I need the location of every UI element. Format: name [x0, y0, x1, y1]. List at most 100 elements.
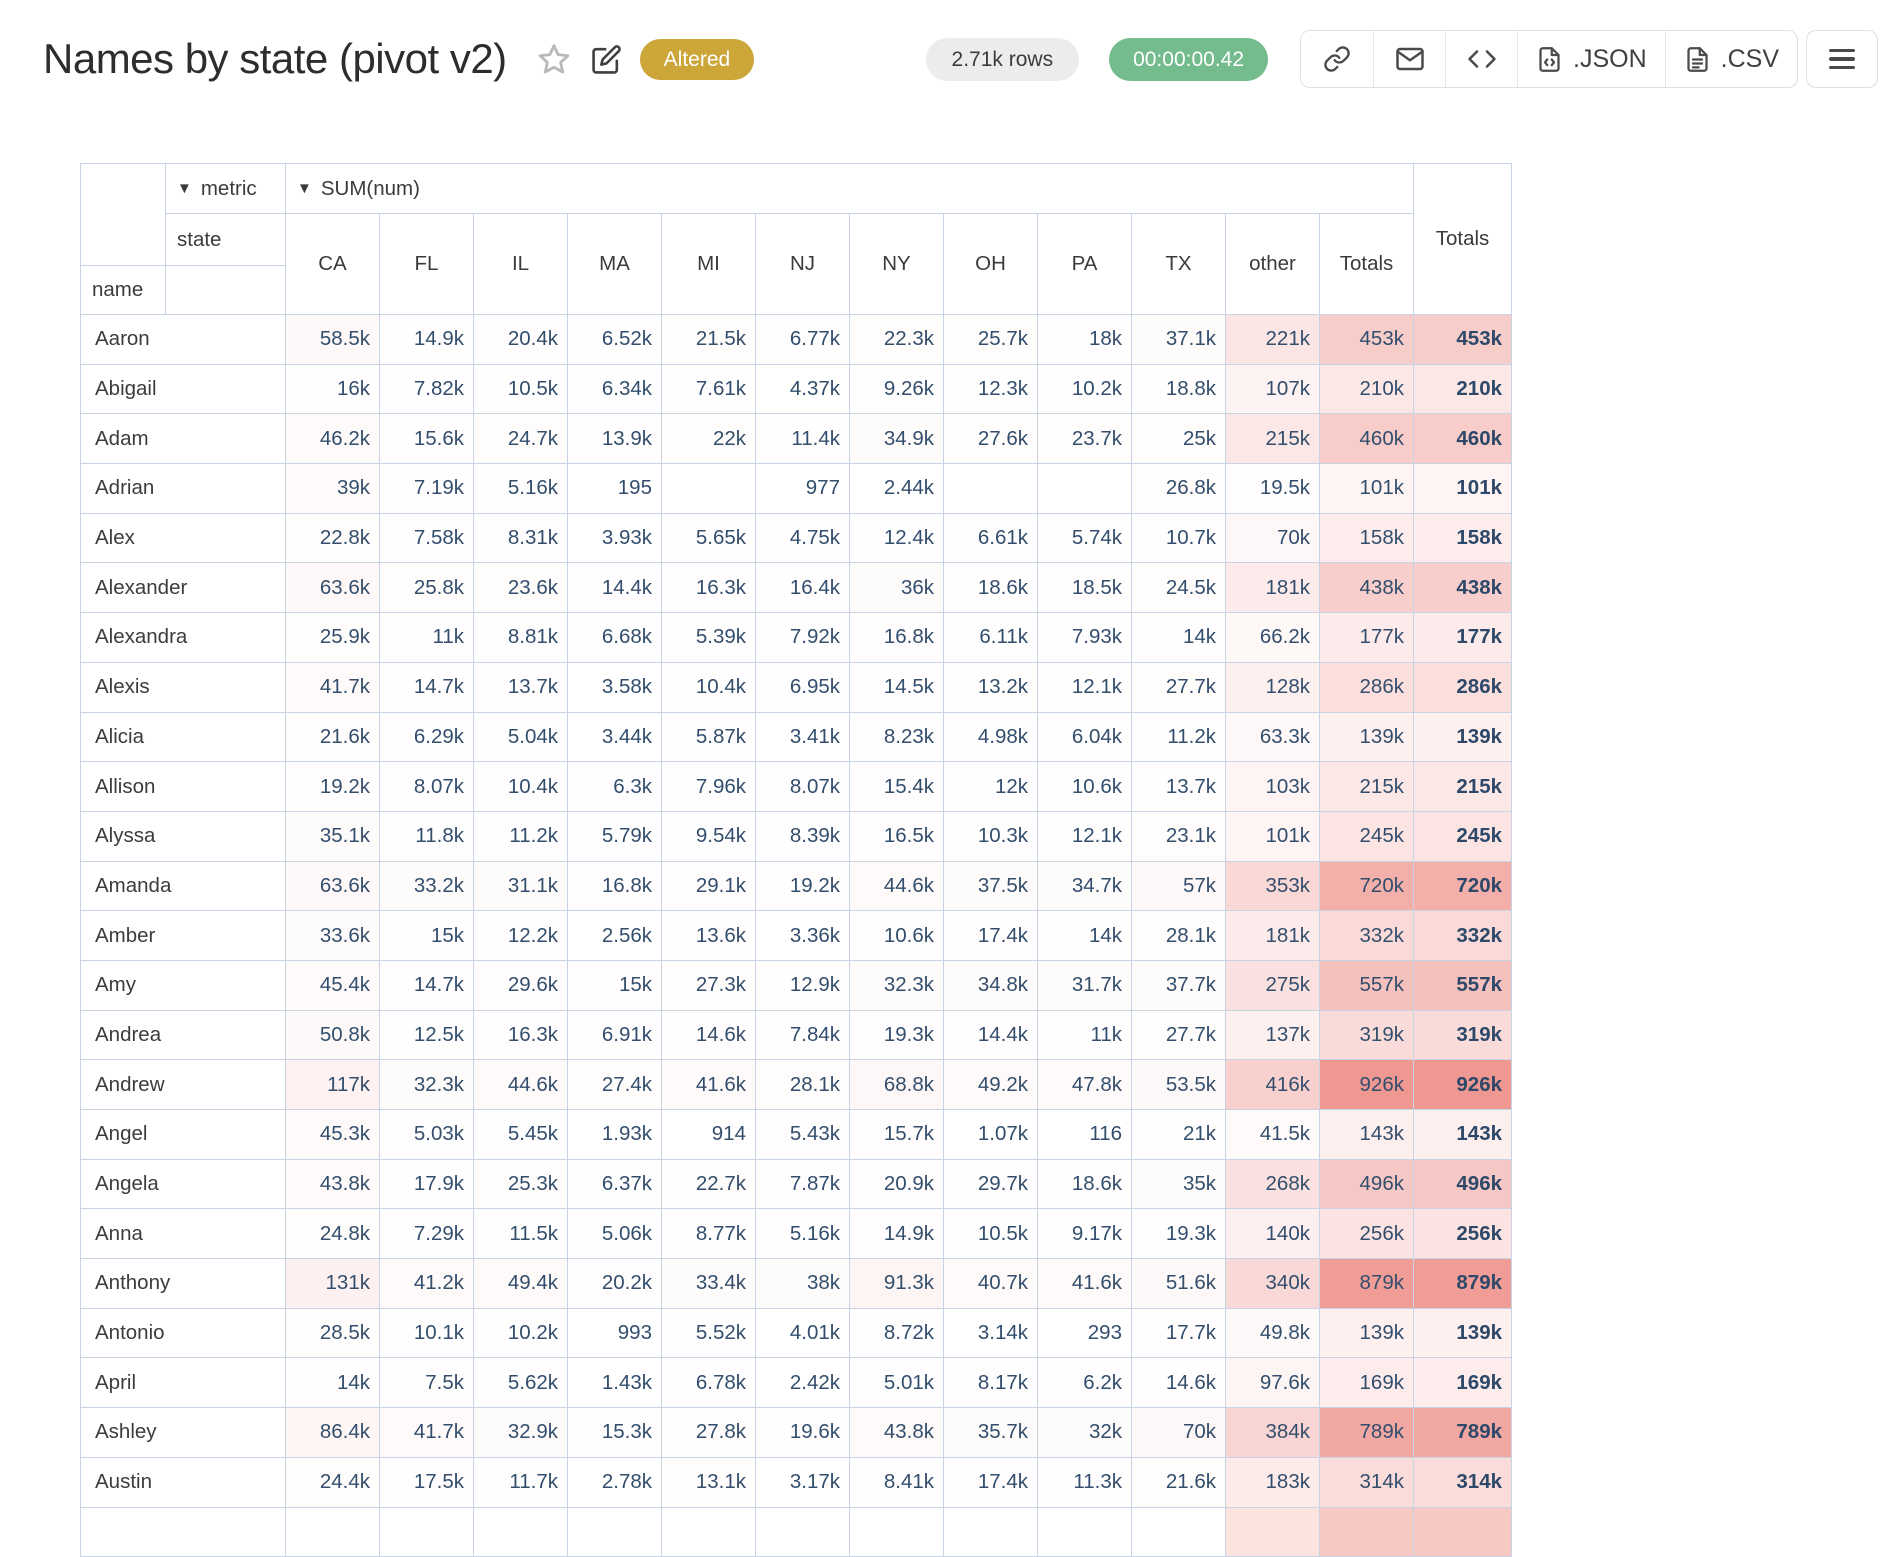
column-header-tx[interactable]: TX [1131, 213, 1226, 315]
value-cell: 8.81k [473, 612, 568, 663]
value-cell: 1.43k [567, 1357, 662, 1409]
row-label: Andrea [80, 1009, 286, 1061]
column-header-other[interactable]: other [1225, 213, 1320, 315]
table-row: Alex 22.8k 7.58k 8.31k 3.93k 5.65k 4.75k 12.4k 6… [80, 512, 1512, 564]
value-cell: 10.5k [943, 1208, 1038, 1260]
value-cell: 14k [1131, 612, 1226, 663]
metric-axis-dropdown[interactable]: ▼ metric [165, 163, 286, 214]
value-cell: 5.16k [755, 1208, 850, 1260]
download-csv-button[interactable]: .CSV [1664, 31, 1797, 87]
value-cell: 41.2k [379, 1258, 474, 1309]
grand-total-cell: 245k [1413, 810, 1512, 862]
value-cell: 20.4k [473, 314, 568, 365]
table-row: Angela 43.8k 17.9k 25.3k 6.37k 22.7k 7.87k 20.9… [80, 1158, 1512, 1210]
value-cell: 177k [1319, 612, 1414, 663]
column-header-ny[interactable]: NY [849, 213, 944, 315]
value-cell: 5.65k [661, 512, 756, 564]
value-cell: 13.2k [943, 661, 1038, 713]
value-cell: 37.7k [1131, 959, 1226, 1011]
value-cell: 158k [1319, 512, 1414, 564]
link-button[interactable] [1301, 31, 1374, 87]
value-cell: 34.8k [943, 959, 1038, 1011]
value-cell: 6.91k [567, 1009, 662, 1061]
column-header-mi[interactable]: MI [661, 213, 756, 315]
row-label: Angela [80, 1158, 286, 1210]
column-header-ca[interactable]: CA [285, 213, 380, 315]
value-cell: 6.61k [943, 512, 1038, 564]
value-cell: 49.8k [1225, 1307, 1320, 1359]
metric-value-dropdown[interactable]: ▼ SUM(num) [285, 163, 1414, 214]
column-header-pa[interactable]: PA [1037, 213, 1132, 315]
value-cell: 3.44k [567, 711, 662, 763]
value-cell: 25.8k [379, 562, 474, 614]
value-cell: 453k [1319, 314, 1414, 365]
row-label: Andrew [80, 1059, 286, 1110]
value-cell: 286k [1319, 661, 1414, 713]
value-cell: 9.26k [849, 363, 944, 415]
value-cell: 41.7k [285, 661, 380, 713]
table-row: Aaron 58.5k 14.9k 20.4k 6.52k 21.5k 6.77k 22.3k… [80, 314, 1512, 365]
grand-total-cell: 139k [1413, 1307, 1512, 1359]
grand-total-cell: 314k [1413, 1456, 1512, 1508]
value-cell: 195 [567, 463, 662, 514]
value-cell: 245k [1319, 810, 1414, 862]
value-cell: 416k [1225, 1059, 1320, 1110]
value-cell [755, 1506, 850, 1557]
value-cell: 6.78k [661, 1357, 756, 1409]
value-cell: 7.92k [755, 612, 850, 663]
value-cell: 4.37k [755, 363, 850, 415]
row-label: Allison [80, 761, 286, 812]
value-cell: 9.17k [1037, 1208, 1132, 1260]
value-cell: 720k [1319, 860, 1414, 912]
value-cell: 26.8k [1131, 463, 1226, 514]
value-cell: 31.1k [473, 860, 568, 912]
column-header-fl[interactable]: FL [379, 213, 474, 315]
value-cell: 319k [1319, 1009, 1414, 1061]
row-label: Angel [80, 1109, 286, 1160]
value-cell: 32.3k [849, 959, 944, 1011]
email-button[interactable] [1373, 31, 1446, 87]
row-label: Adam [80, 413, 286, 465]
edit-icon[interactable] [591, 44, 622, 75]
value-cell: 5.45k [473, 1109, 568, 1160]
value-cell: 19.6k [755, 1407, 850, 1458]
grand-total-cell: 557k [1413, 959, 1512, 1011]
value-cell: 140k [1225, 1208, 1320, 1260]
value-cell: 6.95k [755, 661, 850, 713]
column-header-totals[interactable]: Totals [1319, 213, 1414, 315]
value-cell: 16.8k [849, 612, 944, 663]
value-cell: 340k [1225, 1258, 1320, 1309]
column-header-il[interactable]: IL [473, 213, 568, 315]
row-label: Alexis [80, 661, 286, 713]
value-cell: 19.2k [755, 860, 850, 912]
value-cell: 1.07k [943, 1109, 1038, 1160]
value-cell: 8.17k [943, 1357, 1038, 1409]
value-cell [1037, 463, 1132, 514]
value-cell: 21k [1131, 1109, 1226, 1160]
download-json-button[interactable]: .JSON [1517, 31, 1665, 87]
value-cell: 10.4k [661, 661, 756, 713]
value-cell: 41.7k [379, 1407, 474, 1458]
value-cell: 8.07k [755, 761, 850, 812]
column-header-ma[interactable]: MA [567, 213, 662, 315]
column-header-oh[interactable]: OH [943, 213, 1038, 315]
star-icon[interactable] [537, 42, 571, 76]
menu-button[interactable] [1806, 30, 1878, 88]
grand-total-cell: 177k [1413, 612, 1512, 663]
value-cell: 12.4k [849, 512, 944, 564]
value-cell: 17.9k [379, 1158, 474, 1210]
value-cell: 68.8k [849, 1059, 944, 1110]
value-cell: 384k [1225, 1407, 1320, 1458]
value-cell: 4.75k [755, 512, 850, 564]
value-cell: 4.01k [755, 1307, 850, 1359]
column-header-nj[interactable]: NJ [755, 213, 850, 315]
table-row: Amanda 63.6k 33.2k 31.1k 16.8k 29.1k 19.2k 44.6… [80, 860, 1512, 912]
value-cell: 18k [1037, 314, 1132, 365]
grand-total-cell: 101k [1413, 463, 1512, 514]
embed-button[interactable] [1445, 31, 1518, 87]
value-cell [1225, 1506, 1320, 1557]
value-cell: 8.72k [849, 1307, 944, 1359]
value-cell [1037, 1506, 1132, 1557]
value-cell: 6.11k [943, 612, 1038, 663]
value-cell: 46.2k [285, 413, 380, 465]
